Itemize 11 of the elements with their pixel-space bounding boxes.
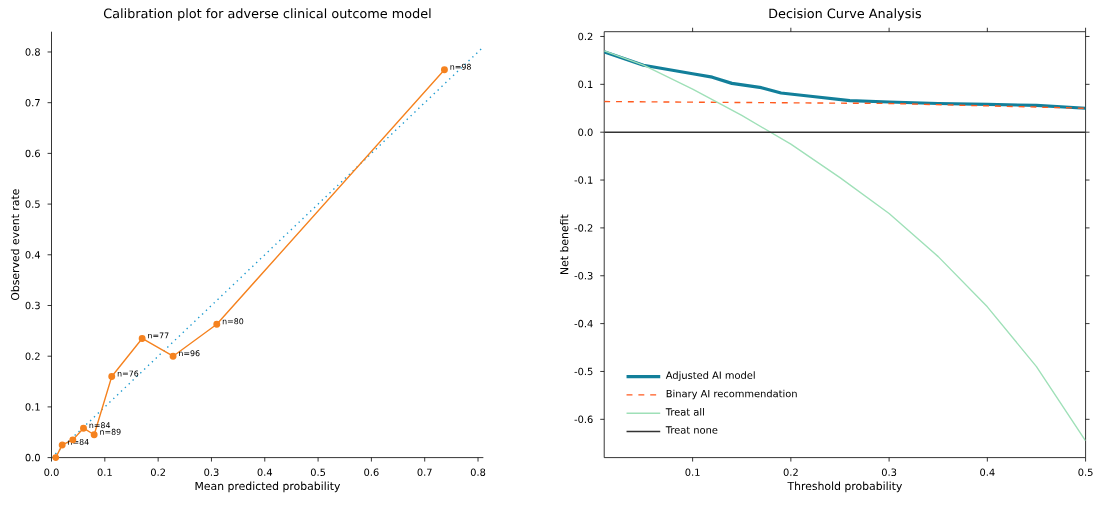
line-series (604, 50, 1086, 443)
point (90, 431, 98, 439)
point (440, 66, 448, 74)
point (138, 335, 146, 343)
point (58, 441, 66, 449)
point (213, 321, 221, 329)
point (52, 454, 60, 462)
line-series (604, 50, 1086, 111)
point (108, 373, 116, 381)
point (80, 425, 87, 433)
point (169, 353, 177, 361)
